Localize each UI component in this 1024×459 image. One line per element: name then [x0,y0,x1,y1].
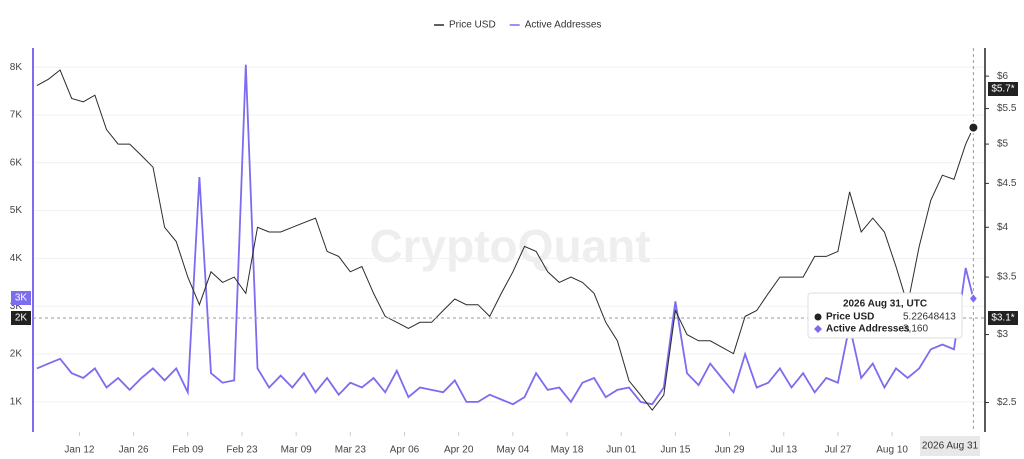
x-tick-label: Aug 10 [876,445,908,456]
x-tick-label: Apr 20 [444,445,474,456]
y-tick-label: 6K [10,157,23,168]
y-tick-label: 1K [10,397,23,408]
y2-tick-label: $5.5 [997,103,1017,114]
y2-crosshair-badge [988,311,1018,325]
tooltip-icon [814,313,822,321]
y-tick-label: 3K [10,301,23,312]
x-tick-label: Jun 29 [715,445,745,456]
tooltip-name: Active Addresses [826,324,910,335]
x-crosshair-label: 2026 Aug 31 [922,441,979,452]
y2-tick-label: $3 [997,329,1009,340]
x-tick-label: Feb 23 [226,445,258,456]
y-crosshair-badge [11,291,31,305]
y2-tick-label: $4 [997,222,1009,233]
series-line [36,69,974,411]
series-line [36,64,975,406]
x-tick-label: Jan 12 [64,445,94,456]
x-tick-label: Apr 06 [390,445,420,456]
y-crosshair-badge [11,311,31,325]
y-crosshair-label: 3K [15,293,28,304]
y2-tick-label: $4.5 [997,178,1017,189]
y-crosshair-label: 2K [15,313,28,324]
y-tick-label: 8K [10,62,23,73]
legend-label: Price USD [449,20,496,31]
tooltip-title: 2026 Aug 31, UTC [843,299,927,310]
x-tick-label: Jul 27 [825,445,852,456]
x-tick-label: Jun 15 [660,445,690,456]
tooltip-value: 3,160 [903,324,928,335]
addresses-marker [968,292,979,305]
y2-tick-label: $5 [997,139,1009,150]
y2-tick-label: $2.5 [997,397,1017,408]
y2-crosshair-label: $3.1* [991,313,1014,324]
x-tick-label: May 04 [496,445,529,456]
x-tick-label: Jun 01 [606,445,636,456]
price-marker [967,121,980,134]
y2-crosshair-badge [988,82,1018,96]
x-tick-label: Mar 09 [281,445,313,456]
tooltip-box [807,292,963,339]
y2-crosshair-label: $5.7* [991,84,1014,95]
tooltip: 2026 Aug 31, UTC Price USD 5.22648413Activ… [807,292,963,339]
tooltip-icon [814,325,822,333]
x-tick-label: Jan 26 [119,445,149,456]
tooltip-name: Price USD [826,312,874,323]
y-tick-label: 5K [10,205,23,216]
x-crosshair-badge [920,436,980,456]
y-tick-label: 4K [10,253,23,264]
y2-tick-label: $6 [997,71,1009,82]
x-tick-label: May 18 [551,445,584,456]
y-tick-label: 2K [10,349,23,360]
y2-tick-label: $3.5 [997,272,1017,283]
legend-label: Active Addresses [525,20,602,31]
y-tick-label: 7K [10,110,23,121]
x-tick-label: Feb 09 [172,445,204,456]
watermark: CryptoQuant [369,220,650,272]
x-tick-label: Mar 23 [335,445,367,456]
tooltip-value: 5.22648413 [903,312,956,323]
x-tick-label: Jul 13 [770,445,797,456]
